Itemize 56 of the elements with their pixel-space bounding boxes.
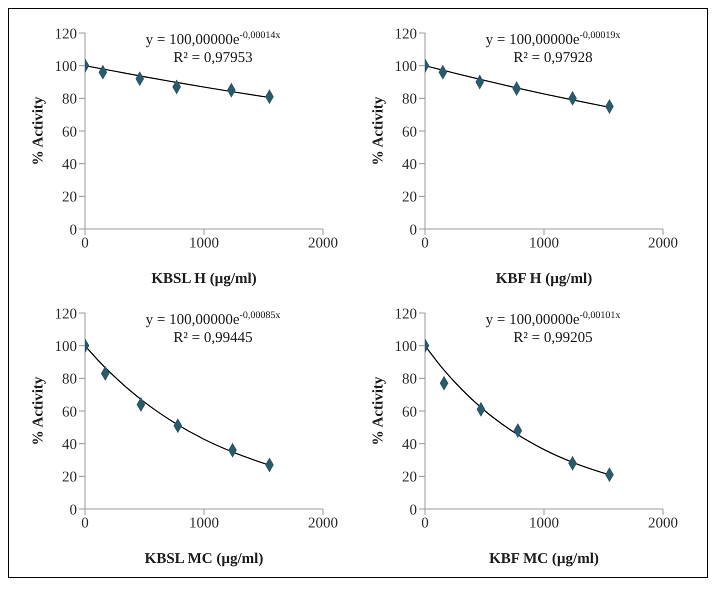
y-tick-label: 120	[54, 26, 77, 42]
annotation: R² = 0,97928	[512, 49, 594, 67]
annotation: y = 100,00000e$^{-0,00085x}$	[144, 309, 282, 329]
x-tick-label: 1000	[529, 516, 559, 532]
y-tick-label: 0	[70, 222, 77, 238]
annotation: R² = 0,99445	[172, 329, 254, 347]
y-tick-label: 120	[394, 306, 417, 322]
x-tick-label: 1000	[189, 516, 219, 532]
y-axis-title: % Activity	[370, 96, 386, 166]
annotation: y = 100,00000e$^{-0,00019x}$	[484, 29, 622, 49]
y-tick-label: 100	[54, 58, 77, 75]
y-tick-label: 20	[402, 470, 417, 486]
y-axis-title: % Activity	[370, 376, 386, 446]
y-tick-label: 60	[402, 404, 417, 420]
x-tick-label: 0	[421, 236, 429, 252]
y-tick-label: 60	[62, 124, 77, 140]
x-tick-label: 1000	[189, 236, 219, 252]
y-axis-title: % Activity	[30, 96, 46, 166]
x-tick-label: 2000	[308, 516, 338, 532]
y-tick-label: 0	[70, 502, 77, 518]
x-tick-label: 0	[81, 236, 89, 252]
y-tick-label: 40	[62, 436, 77, 453]
x-tick-label: 2000	[648, 516, 678, 532]
y-tick-label: 80	[62, 92, 77, 108]
y-tick-label: 80	[402, 92, 417, 108]
y-tick-label: 80	[62, 372, 77, 388]
y-tick-label: 20	[62, 470, 77, 486]
y-tick-label: 100	[54, 338, 77, 355]
y-tick-label: 100	[394, 338, 417, 355]
y-tick-label: 0	[410, 222, 417, 238]
x-tick-label: 0	[421, 516, 429, 532]
y-tick-label: 20	[402, 190, 417, 206]
x-tick-label: 2000	[648, 236, 678, 252]
annotation: R² = 0,97953	[172, 49, 254, 67]
x-axis-title: KBSL H (µg/ml)	[151, 271, 257, 287]
y-tick-label: 120	[394, 26, 417, 42]
y-tick-label: 40	[402, 436, 417, 453]
annotation: y = 100,00000e$^{-0,00101x}$	[484, 309, 622, 329]
x-tick-label: 2000	[308, 236, 338, 252]
y-axis-title: % Activity	[30, 376, 46, 446]
y-tick-label: 120	[54, 306, 77, 322]
x-axis-title: KBF H (µg/ml)	[496, 271, 592, 287]
annotation: y = 100,00000e$^{-0,00014x}$	[144, 29, 282, 49]
y-tick-label: 40	[402, 156, 417, 173]
y-tick-label: 60	[62, 404, 77, 420]
y-tick-label: 60	[402, 124, 417, 140]
x-tick-label: 0	[81, 516, 89, 532]
annotation: R² = 0,99205	[512, 329, 594, 347]
x-axis-title: KBSL MC (µg/ml)	[144, 551, 264, 567]
x-tick-label: 1000	[529, 236, 559, 252]
x-axis-title: KBF MC (µg/ml)	[489, 551, 599, 567]
y-tick-label: 80	[402, 372, 417, 388]
y-tick-label: 20	[62, 190, 77, 206]
y-tick-label: 40	[62, 156, 77, 173]
y-tick-label: 100	[394, 58, 417, 75]
y-tick-label: 0	[410, 502, 417, 518]
